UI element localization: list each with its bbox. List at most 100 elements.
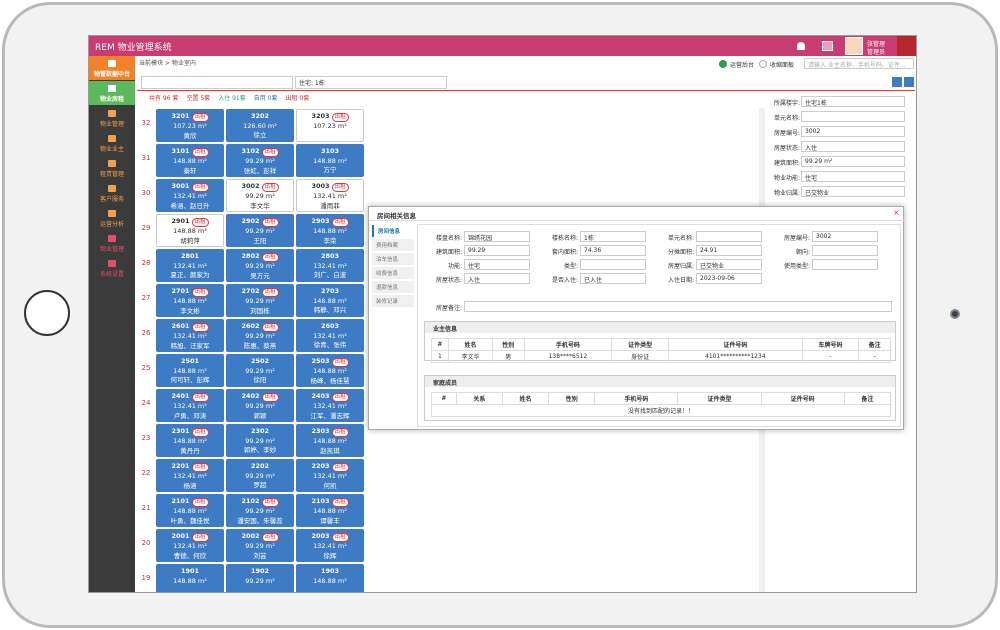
room-card[interactable]: 2903 出租 148.88 m² 李荣 — [296, 214, 364, 247]
room-card[interactable]: 2203 出租 132.41 m² 何凯 — [296, 459, 364, 492]
building-input[interactable]: 住宅: 1栋 — [295, 76, 447, 89]
room-card[interactable]: 2701 出租 148.88 m² 李文彬 — [156, 284, 224, 317]
menu-item[interactable]: 客户服务 — [99, 196, 124, 203]
room-card[interactable]: 2003 出租 132.41 m² 徐辉 — [296, 529, 364, 562]
room-card[interactable]: 1902 99.29 m² — [226, 564, 294, 592]
field-value[interactable]: 已入住 — [580, 273, 646, 284]
field-value[interactable]: 99.29 — [464, 245, 530, 256]
room-card[interactable]: 2101 出租 148.88 m² 叶勇、魏佳悦 — [156, 494, 224, 527]
stat[interactable]: 出租 0套 — [285, 95, 310, 102]
room-card[interactable]: 1901 148.88 m² — [156, 564, 224, 592]
field-value[interactable]: 住宅 — [464, 259, 530, 270]
room-card[interactable]: 3102 出租 99.29 m² 张虹、彭祥 — [226, 144, 294, 177]
room-card[interactable]: 2001 出租 132.41 m² 曹德、何欣 — [156, 529, 224, 562]
modal-tab[interactable]: 费用档案 — [372, 239, 414, 251]
field-value[interactable] — [812, 245, 878, 256]
room-card[interactable]: 2202 99.29 m² 罗超 — [226, 459, 294, 492]
field-value[interactable]: 入住 — [464, 273, 530, 284]
menu-item[interactable]: 运营分析 — [99, 221, 124, 228]
modal-tab[interactable]: 房间信息 — [372, 225, 414, 237]
room-card[interactable]: 2803 132.41 m² 刘广、白波 — [296, 249, 364, 282]
field-value[interactable]: 锦绣花园 — [464, 231, 530, 242]
toggle-on[interactable] — [719, 60, 727, 68]
detail-value[interactable]: 入住 — [801, 141, 905, 152]
room-card[interactable]: 3002 出租 99.29 m² 李文华 — [226, 179, 294, 212]
room-card[interactable]: 2502 99.29 m² 徐阳 — [226, 354, 294, 387]
room-card[interactable]: 3103 148.88 m² 方宁 — [296, 144, 364, 177]
menu-item[interactable]: 物业管理 — [99, 246, 124, 253]
room-card[interactable]: 2403 出租 132.41 m² 江军、潘志辉 — [296, 389, 364, 422]
room-card[interactable]: 2901 出租 148.88 m² 胡莉萍 — [156, 214, 224, 247]
menu-item[interactable]: 物业业主 — [99, 146, 124, 153]
room-card[interactable]: 2801 132.41 m² 夏正、颜家为 — [156, 249, 224, 282]
stat[interactable]: 空置 5套 — [186, 95, 211, 102]
room-card[interactable]: 3201 出租 107.23 m² 黄欣 — [156, 109, 224, 142]
detail-value[interactable]: 住宅1栋 — [801, 96, 905, 107]
room-card[interactable]: 2302 99.29 m² 郭婷、李妙 — [226, 424, 294, 457]
stat[interactable]: 自用 0套 — [253, 95, 278, 102]
select-box[interactable] — [141, 76, 293, 89]
mail-icon[interactable] — [822, 41, 833, 51]
modal-close[interactable]: × — [893, 208, 900, 217]
detail-value[interactable]: 99.29 m² — [801, 156, 905, 167]
field-value[interactable] — [580, 259, 646, 270]
modal-tab[interactable]: 装修记录 — [372, 295, 414, 307]
field-value[interactable]: 已交物业 — [696, 259, 762, 270]
toggle-off[interactable] — [759, 60, 767, 68]
field-value[interactable] — [464, 301, 892, 312]
room-card[interactable]: 2702 出租 99.29 m² 刘国栋 — [226, 284, 294, 317]
room-card[interactable]: 2402 出租 99.29 m² 郭颖 — [226, 389, 294, 422]
btn[interactable] — [892, 77, 902, 87]
modal-tab[interactable]: 泊车信息 — [372, 253, 414, 265]
detail-value[interactable]: 已交物业 — [801, 186, 905, 197]
room-card[interactable]: 2303 出租 148.88 m² 赵凯琪 — [296, 424, 364, 457]
room-card[interactable]: 2902 出租 99.29 m² 王阳 — [226, 214, 294, 247]
stat[interactable]: 入住 91套 — [218, 95, 246, 102]
logout[interactable] — [897, 36, 916, 56]
room-card[interactable]: 2601 出租 132.41 m² 韩旭、汪家军 — [156, 319, 224, 352]
room-card[interactable]: 2201 出租 132.41 m² 杨涵 — [156, 459, 224, 492]
avatar[interactable] — [845, 37, 863, 55]
room-card[interactable]: 2002 出租 99.29 m² 刘芸 — [226, 529, 294, 562]
crumb[interactable]: 当前模块 — [139, 60, 164, 67]
room-card[interactable]: 3003 出租 132.41 m² 潘雨菲 — [296, 179, 364, 212]
notify-icon[interactable] — [797, 42, 805, 50]
room-card[interactable]: 3001 出租 132.41 m² 希涵、赵日升 — [156, 179, 224, 212]
room-card[interactable]: 3202 126.60 m² 徐立 — [226, 109, 294, 142]
menu-item[interactable]: 系统设置 — [99, 271, 124, 278]
crumb[interactable]: 物业室内 — [171, 60, 196, 67]
detail-value[interactable]: 3002 — [801, 126, 905, 137]
room-card[interactable]: 2602 出租 99.29 m² 陈惠、蔡燕 — [226, 319, 294, 352]
room-card[interactable]: 1903 148.88 m² — [296, 564, 364, 592]
modal-tab[interactable]: 退款信息 — [372, 281, 414, 293]
field-value[interactable]: 1栋 — [580, 231, 646, 242]
room-card[interactable]: 2301 出租 148.88 m² 黄丹丹 — [156, 424, 224, 457]
field-value[interactable]: 24.91 — [696, 245, 762, 256]
room-card[interactable]: 2802 出租 99.29 m² 吴方元 — [226, 249, 294, 282]
room-card[interactable]: 2503 出租 148.88 m² 杨峰、杨佳慧 — [296, 354, 364, 387]
user-name[interactable]: 张管理 — [867, 41, 886, 48]
modal-tab[interactable]: 收费信息 — [372, 267, 414, 279]
room-card[interactable]: 2102 出租 99.29 m² 潘安国、朱馨蕊 — [226, 494, 294, 527]
menu-item[interactable]: 物业管理 — [99, 121, 124, 128]
field-value[interactable] — [812, 259, 878, 270]
home-button[interactable] — [24, 290, 70, 336]
room-card[interactable]: 3203 出租 107.23 m² — [296, 109, 364, 142]
menu-item[interactable]: 租赁管理 — [99, 171, 124, 178]
search-box[interactable]: 请输入 业主名称、手机号码、证件... — [804, 58, 914, 69]
room-card[interactable]: 2501 148.88 m² 何可轩、彭辉 — [156, 354, 224, 387]
td: 男 — [492, 350, 525, 363]
room-card[interactable]: 2703 148.88 m² 韩静、邓兴 — [296, 284, 364, 317]
room-card[interactable]: 2401 出租 132.41 m² 卢勇、邓涛 — [156, 389, 224, 422]
field-value[interactable]: 3002 — [812, 231, 878, 242]
room-card[interactable]: 2103 出租 148.88 m² 谭馨丰 — [296, 494, 364, 527]
btn[interactable] — [904, 77, 914, 87]
room-card[interactable]: 3101 出租 148.88 m² 秦轩 — [156, 144, 224, 177]
detail-value[interactable]: 住宅 — [801, 171, 905, 182]
field-value[interactable]: 2023-09-06 — [696, 273, 762, 284]
room-card[interactable]: 2603 132.41 m² 徐青、张伟 — [296, 319, 364, 352]
user-role[interactable]: 管理员 — [867, 49, 886, 56]
detail-value[interactable] — [801, 111, 905, 122]
field-value[interactable] — [696, 231, 762, 242]
field-value[interactable]: 74.36 — [580, 245, 646, 256]
